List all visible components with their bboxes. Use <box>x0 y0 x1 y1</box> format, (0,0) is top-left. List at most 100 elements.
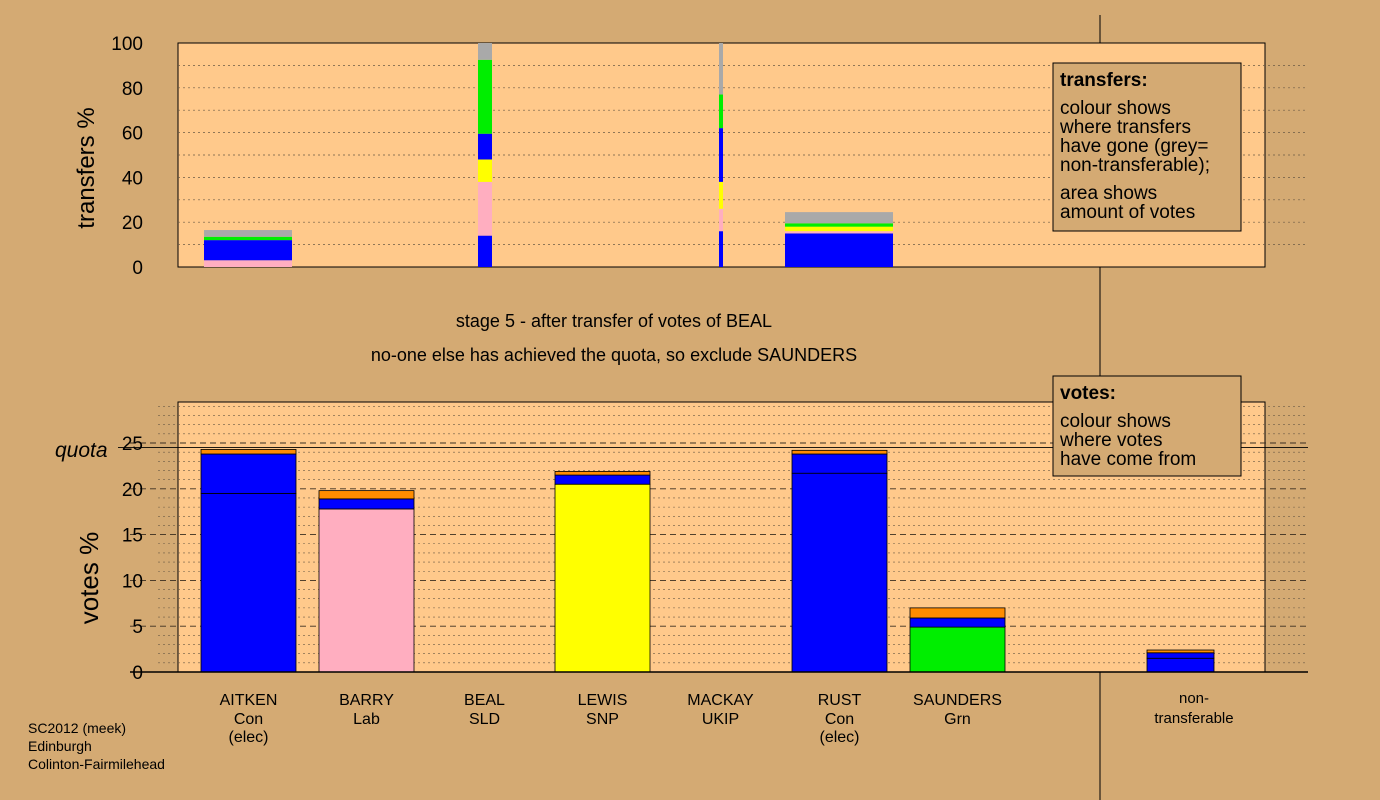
candidate-party: UKIP <box>702 711 739 728</box>
transfers-legend-line: colour shows <box>1060 98 1171 119</box>
candidate-status: (elec) <box>228 729 268 746</box>
y-tick-label: 20 <box>122 480 143 501</box>
transfer-segment-aitken <box>204 236 292 241</box>
transfer-segment-mackay <box>719 128 723 182</box>
transfer-segment-rust <box>785 223 893 227</box>
vote-segment-barry <box>318 498 415 510</box>
vote-segment-nontransferable <box>1146 649 1215 654</box>
candidate-name: LEWIS <box>578 692 628 709</box>
candidate-party: Grn <box>944 711 971 728</box>
vote-segment-nontransferable <box>1146 652 1215 659</box>
vote-segment-lewis <box>554 474 651 485</box>
transfers-y-axis-label: transfers % <box>73 107 100 228</box>
transfer-segment-beal <box>478 133 492 160</box>
vote-segment-saunders <box>909 617 1006 628</box>
vote-segment-lewis <box>554 483 651 673</box>
transfer-segment-beal <box>478 181 492 236</box>
transfer-segment-rust <box>785 226 893 232</box>
votes-legend-box <box>1052 375 1242 477</box>
vote-segment-rust <box>791 453 888 474</box>
transfers-legend: transfers: colour shows where transfers … <box>1052 62 1242 232</box>
candidate-name: RUST <box>818 692 862 709</box>
transfer-segment-rust <box>785 233 893 267</box>
y-tick-label: 10 <box>122 571 143 592</box>
transfers-legend-title: transfers: <box>1060 70 1148 91</box>
quota-label: quota <box>55 439 108 462</box>
transfers-panel: 0 20 40 60 80 100 transfers % transfers: colo… <box>73 34 1308 279</box>
votes-legend-line: where votes <box>1059 430 1162 451</box>
transfer-segment-aitken <box>204 260 292 267</box>
votes-legend-line: colour shows <box>1060 411 1171 432</box>
transfers-bars <box>204 43 893 267</box>
transfer-segment-mackay <box>719 231 723 267</box>
transfer-segment-rust <box>785 212 893 224</box>
candidate-status: (elec) <box>819 729 859 746</box>
y-tick-label: 20 <box>122 213 143 234</box>
y-tick-label: 5 <box>132 617 143 638</box>
transfer-segment-beal <box>478 235 492 267</box>
action-description: no-one else has achieved the quota, so e… <box>371 345 857 365</box>
vote-segment-aitken <box>200 449 297 455</box>
candidate-party: Con <box>234 711 263 728</box>
candidate-name: AITKEN <box>220 692 278 709</box>
candidate-party: SLD <box>469 711 500 728</box>
vote-segment-aitken <box>200 453 297 494</box>
footer-ward: Colinton-Fairmilehead <box>28 756 165 772</box>
transfers-legend-box <box>1052 62 1242 232</box>
vote-segment-nontransferable <box>1146 657 1215 673</box>
votes-legend-line: have come from <box>1060 449 1196 470</box>
candidate-party: Lab <box>353 711 380 728</box>
transfer-segment-aitken <box>204 240 292 261</box>
vote-segment-rust <box>791 472 888 673</box>
transfer-segment-aitken <box>204 230 292 237</box>
vote-segment-rust <box>791 449 888 455</box>
candidate-name: MACKAY <box>687 692 754 709</box>
transfers-legend-line: have gone (grey= <box>1060 136 1208 157</box>
transfer-segment-mackay <box>719 181 723 209</box>
vote-segment-aitken <box>200 492 297 673</box>
transfers-y-ticks: 0 20 40 60 80 100 <box>111 34 143 279</box>
vote-segment-saunders <box>909 607 1006 619</box>
transfer-segment-rust <box>785 231 893 234</box>
votes-legend-title: votes: <box>1060 383 1116 404</box>
transfers-legend-line: area shows <box>1060 183 1157 204</box>
footer-source: SC2012 (meek) <box>28 720 126 736</box>
stage-description: stage 5 - after transfer of votes of BEA… <box>456 311 772 331</box>
votes-bars <box>200 449 1215 673</box>
y-tick-label: 100 <box>111 34 143 55</box>
y-tick-label: 60 <box>122 124 143 145</box>
nontransferable-label: transferable <box>1154 710 1233 727</box>
transfer-segment-beal <box>478 43 492 60</box>
transfers-legend-line: amount of votes <box>1060 202 1195 223</box>
candidate-party: SNP <box>586 711 619 728</box>
y-tick-label: 0 <box>132 258 143 279</box>
transfer-segment-mackay <box>719 94 723 129</box>
footer-council: Edinburgh <box>28 738 92 754</box>
y-tick-label: 0 <box>132 663 143 684</box>
y-tick-label: 40 <box>122 168 143 189</box>
vote-segment-barry <box>318 508 415 673</box>
candidate-party: Con <box>825 711 854 728</box>
transfers-legend-line: where transfers <box>1059 117 1191 138</box>
candidate-name: BEAL <box>464 692 505 709</box>
transfers-legend-line: non-transferable); <box>1060 155 1210 176</box>
votes-y-ticks: 0 5 10 15 20 25 <box>122 434 143 684</box>
y-tick-label: 25 <box>122 434 143 455</box>
candidate-labels: AITKENCon(elec)BARRYLabBEALSLDLEWISSNPMA… <box>220 690 1234 746</box>
transfer-segment-mackay <box>719 43 723 95</box>
transfer-segment-beal <box>478 59 492 134</box>
transfer-segment-mackay <box>719 208 723 232</box>
votes-y-axis-label: votes % <box>74 532 104 625</box>
vote-segment-lewis <box>554 470 651 476</box>
y-tick-label: 80 <box>122 79 143 100</box>
y-tick-label: 15 <box>122 526 143 547</box>
transfer-segment-beal <box>478 159 492 182</box>
candidate-name: SAUNDERS <box>913 692 1002 709</box>
candidate-name: BARRY <box>339 692 394 709</box>
vote-segment-saunders <box>909 626 1006 673</box>
nontransferable-label: non- <box>1179 690 1209 707</box>
votes-legend: votes: colour shows where votes have com… <box>1052 375 1242 477</box>
vote-segment-barry <box>318 490 415 500</box>
